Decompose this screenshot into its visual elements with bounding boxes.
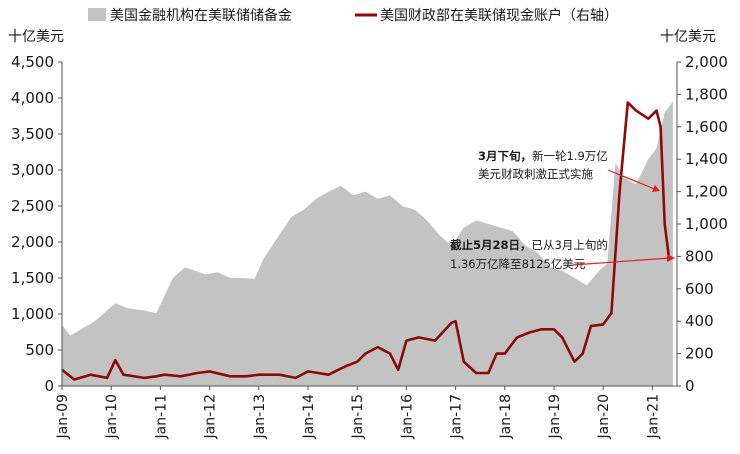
left-tick-label: 0 <box>44 377 54 395</box>
right-tick-label: 400 <box>685 312 714 330</box>
left-tick-label: 3,500 <box>11 125 54 143</box>
right-tick-label: 1,400 <box>685 150 728 168</box>
x-tick-label: Jan-14 <box>301 394 317 440</box>
right-tick-label: 200 <box>685 345 714 363</box>
annotation-march-arrow <box>607 169 658 191</box>
left-tick-label: 2,000 <box>11 233 54 251</box>
x-tick-label: Jan-18 <box>498 394 514 439</box>
annotation-may-arrow <box>572 257 671 266</box>
right-tick-label: 1,200 <box>685 183 728 201</box>
x-tick-label: Jan-15 <box>350 394 366 439</box>
right-tick-label: 0 <box>685 377 695 395</box>
left-axis-unit: 十亿美元 <box>8 29 64 45</box>
left-tick-label: 2,500 <box>11 197 54 215</box>
x-tick-label: Jan-16 <box>399 394 415 440</box>
reserves-area-layer <box>62 101 673 386</box>
x-tick-label: Jan-20 <box>596 394 612 439</box>
right-tick-label: 1,600 <box>685 118 728 136</box>
annotation-march-arrowhead <box>652 185 660 192</box>
legend-label-tga: 美国财政部在美联储现金账户（右轴） <box>380 7 618 24</box>
annotation-may-bold: 截止5月28日， <box>450 238 532 252</box>
legend: 美国金融机构在美联储储备金 美国财政部在美联储现金账户（右轴） <box>88 7 618 24</box>
right-axis-unit: 十亿美元 <box>660 29 716 45</box>
x-tick-label: Jan-12 <box>203 394 219 439</box>
x-tick-label: Jan-21 <box>645 394 661 439</box>
x-tick-label: Jan-10 <box>104 394 120 439</box>
left-tick-label: 1,000 <box>11 305 54 323</box>
x-tick-label: Jan-17 <box>449 394 465 439</box>
legend-label-reserves: 美国金融机构在美联储储备金 <box>110 7 292 24</box>
annotation-march-line2: 美元财政刺激正式实施 <box>478 167 593 181</box>
left-tick-label: 1,500 <box>11 269 54 287</box>
left-tick-label: 4,500 <box>11 53 54 71</box>
annotation-may-rest: 已从3月上旬的 <box>532 238 608 252</box>
x-tick-label: Jan-13 <box>252 394 268 439</box>
annotation-may-arrowhead <box>667 254 675 262</box>
right-tick-label: 2,000 <box>685 53 728 71</box>
left-tick-label: 4,000 <box>11 89 54 107</box>
annotation-may-line2: 1.36万亿降至8125亿美元 <box>450 257 586 271</box>
annotation-march: 3月下旬，新一轮1.9万亿 美元财政刺激正式实施 <box>478 149 660 192</box>
x-tick-label: Jan-11 <box>153 394 169 439</box>
annotation-march-rest: 新一轮1.9万亿 <box>532 149 608 163</box>
legend-swatch-reserves <box>88 8 106 21</box>
reserves-area <box>62 101 673 386</box>
tga-line-layer <box>61 101 671 381</box>
right-tick-label: 1,000 <box>685 215 728 233</box>
right-axis-ticks: 0 200 400 600 800 1,000 1,200 1,400 1,600 1,800 2,… <box>677 53 728 395</box>
x-tick-label: Jan-19 <box>547 394 563 439</box>
x-tick-label: Jan-09 <box>55 394 71 439</box>
tga-line <box>61 101 671 381</box>
svg-text:3月下旬，新一轮1.9万亿: 3月下旬，新一轮1.9万亿 <box>478 149 608 163</box>
left-axis-ticks: 0 500 1,000 1,500 2,000 2,500 3,000 3,500 4,000 4… <box>11 53 62 395</box>
left-tick-label: 3,000 <box>11 161 54 179</box>
right-tick-label: 800 <box>685 247 714 265</box>
x-axis-ticks: Jan-09 Jan-10 Jan-11 Jan-12 Jan-13 Jan-14 Jan-… <box>55 386 661 439</box>
svg-text:截止5月28日，已从3月上旬的: 截止5月28日，已从3月上旬的 <box>450 238 608 252</box>
right-tick-label: 1,800 <box>685 85 728 103</box>
annotation-march-bold: 3月下旬， <box>478 149 532 163</box>
left-tick-label: 500 <box>25 341 54 359</box>
right-tick-label: 600 <box>685 280 714 298</box>
annotation-may: 截止5月28日，已从3月上旬的 1.36万亿降至8125亿美元 <box>450 238 675 271</box>
